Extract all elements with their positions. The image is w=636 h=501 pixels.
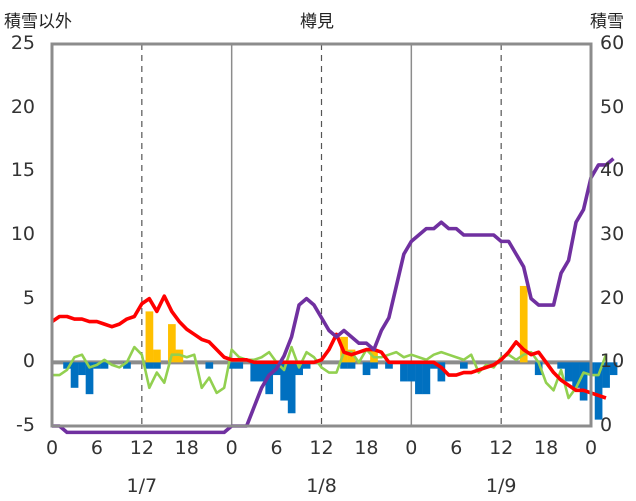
day-label: 1/8: [306, 475, 337, 497]
right-y-tick: 0: [600, 414, 613, 436]
snow_change-bar: [609, 362, 618, 376]
x-tick: 18: [354, 437, 379, 459]
temperature-line: [50, 294, 607, 400]
right-y-tick: 60: [600, 32, 625, 54]
x-tick: 0: [45, 437, 59, 459]
snow_change-bar: [340, 362, 348, 369]
precip-bar: [519, 285, 528, 363]
snow_change-bar: [347, 362, 356, 369]
left-y-tick: 10: [10, 223, 35, 245]
right-y-tick: 40: [600, 159, 625, 182]
right-y-tick: 20: [600, 286, 625, 309]
snow_change-bar: [602, 362, 610, 388]
snow_change-bar: [85, 362, 94, 395]
snow_change-bar: [459, 362, 468, 369]
x-tick: 0: [584, 437, 598, 459]
x-tick: 6: [90, 437, 103, 459]
snow_change-bar: [100, 362, 109, 369]
snow_change-bar: [385, 362, 393, 369]
snow_change-bar: [594, 362, 603, 420]
left-y-tick: 25: [10, 32, 35, 54]
snow_change-bar: [579, 362, 588, 401]
right-y-tick: 10: [600, 350, 625, 373]
snow_change-bar: [257, 362, 266, 382]
snow_change-bar: [287, 362, 296, 414]
snow_change-bar: [437, 362, 446, 382]
x-tick: 6: [450, 437, 463, 459]
snow_change-bar: [407, 362, 416, 382]
snow_change-bar: [250, 362, 259, 382]
snow_change-bar: [362, 362, 371, 376]
left-y-tick: 0: [22, 350, 35, 373]
x-tick: 0: [405, 437, 418, 459]
line-series: [50, 157, 615, 435]
precip-bar: [153, 349, 161, 363]
day-label: 1/7: [126, 475, 158, 497]
grid-lines: [52, 44, 591, 426]
snow_change-bar: [572, 362, 580, 388]
x-tick: 18: [533, 437, 559, 459]
left-y-tick: -5: [16, 414, 35, 436]
snow_change-bar: [370, 362, 378, 369]
left-axis-title: 積雪以外: [4, 12, 72, 32]
snow_change-bar: [564, 362, 573, 382]
x-tick: 12: [309, 437, 334, 459]
snow_change-bar: [227, 362, 236, 369]
x-tick: 12: [129, 437, 154, 459]
precip-bar: [168, 324, 176, 363]
snow_change-bar: [63, 362, 71, 369]
snow_depth-line: [52, 157, 615, 435]
left-y-tick: 5: [22, 286, 35, 309]
snow_change-bar: [123, 362, 131, 369]
precip-bar: [145, 311, 154, 363]
snow_change-bar: [78, 362, 86, 376]
snow_change-bar: [205, 362, 214, 369]
plot-frame: [50, 42, 593, 428]
day-label: 1/9: [485, 475, 517, 497]
chart-title: 樽見: [300, 12, 334, 32]
snow_change-bar: [400, 362, 408, 382]
snow_change-bar: [280, 362, 289, 401]
snow_change-bar: [153, 362, 161, 369]
snow_change-bar: [235, 362, 244, 369]
x-tick: 12: [489, 437, 514, 459]
left-y-tick: 20: [10, 95, 35, 118]
snow_change-bar: [534, 362, 543, 376]
wind-line: [52, 345, 608, 400]
snow_change-bar: [415, 362, 423, 395]
x-tick: 18: [174, 437, 199, 459]
right-y-tick: 30: [600, 223, 625, 245]
x-tick: 6: [270, 437, 283, 459]
x-tick: 0: [225, 437, 238, 459]
snow_change-bar: [145, 362, 154, 369]
snow_change-bar: [557, 362, 565, 369]
right-y-tick: 50: [600, 95, 625, 118]
snow_change-bar: [302, 362, 311, 369]
snow_change-bar: [422, 362, 431, 395]
snow_change-bar: [430, 362, 438, 369]
right-axis-title: 積雪: [590, 12, 624, 32]
left-y-tick: 15: [10, 159, 35, 182]
snow_change-bar: [70, 362, 79, 388]
